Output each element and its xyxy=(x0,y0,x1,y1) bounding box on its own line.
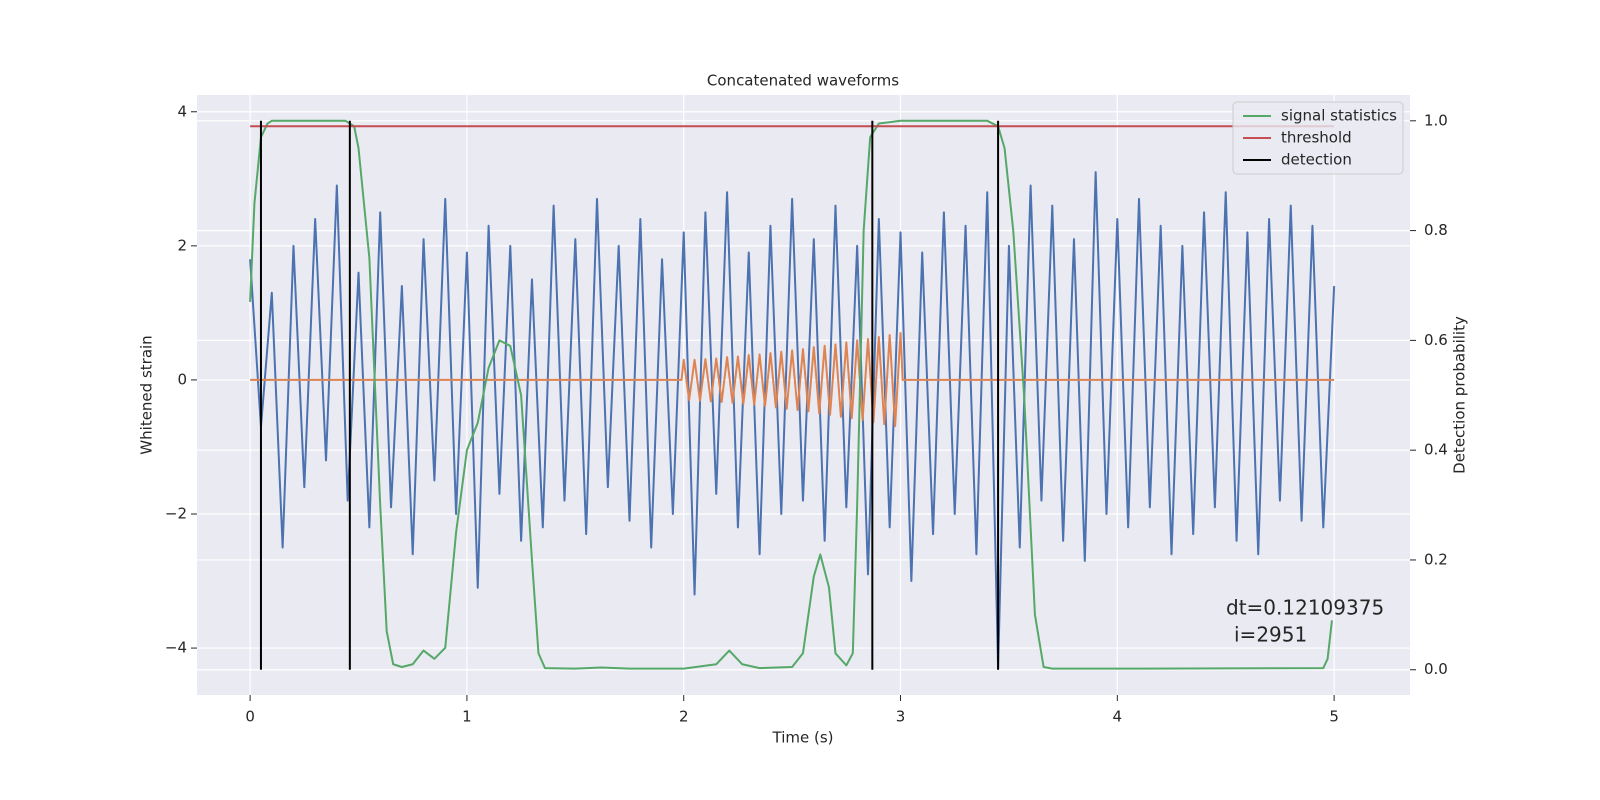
y2-tick-label: 0.4 xyxy=(1424,441,1448,459)
y2-tick-label: 0.0 xyxy=(1424,660,1448,678)
y2-tick-label: 0.8 xyxy=(1424,221,1448,239)
x-tick-label: 3 xyxy=(896,708,906,726)
chart-title: Concatenated waveforms xyxy=(707,72,899,90)
x-tick-label: 2 xyxy=(679,708,689,726)
x-tick-label: 4 xyxy=(1113,708,1123,726)
y-tick-label: −4 xyxy=(165,639,187,657)
x-axis-label: Time (s) xyxy=(772,729,834,747)
annotation: dt=0.12109375 xyxy=(1226,596,1384,620)
legend-label: threshold xyxy=(1281,129,1352,147)
y-axis-label: Whitened strain xyxy=(138,335,156,454)
plot-area xyxy=(197,95,1410,695)
y2-tick-label: 1.0 xyxy=(1424,111,1448,129)
x-tick-label: 5 xyxy=(1329,708,1339,726)
annotation: i=2951 xyxy=(1234,623,1307,647)
y-tick-label: 0 xyxy=(177,370,187,388)
y2-tick-label: 0.2 xyxy=(1424,550,1448,568)
legend-label: detection xyxy=(1281,151,1352,169)
y2-axis-label: Detection probability xyxy=(1451,316,1469,474)
y-tick-label: 2 xyxy=(177,236,187,254)
y2-tick-label: 0.6 xyxy=(1424,331,1448,349)
legend-box xyxy=(1232,101,1404,175)
y-tick-label: −2 xyxy=(165,504,187,522)
legend-label: signal statistics xyxy=(1281,107,1397,125)
x-tick-label: 0 xyxy=(245,708,255,726)
series-line xyxy=(249,171,1336,670)
x-tick-label: 1 xyxy=(462,708,472,726)
y-tick-label: 4 xyxy=(177,102,187,120)
